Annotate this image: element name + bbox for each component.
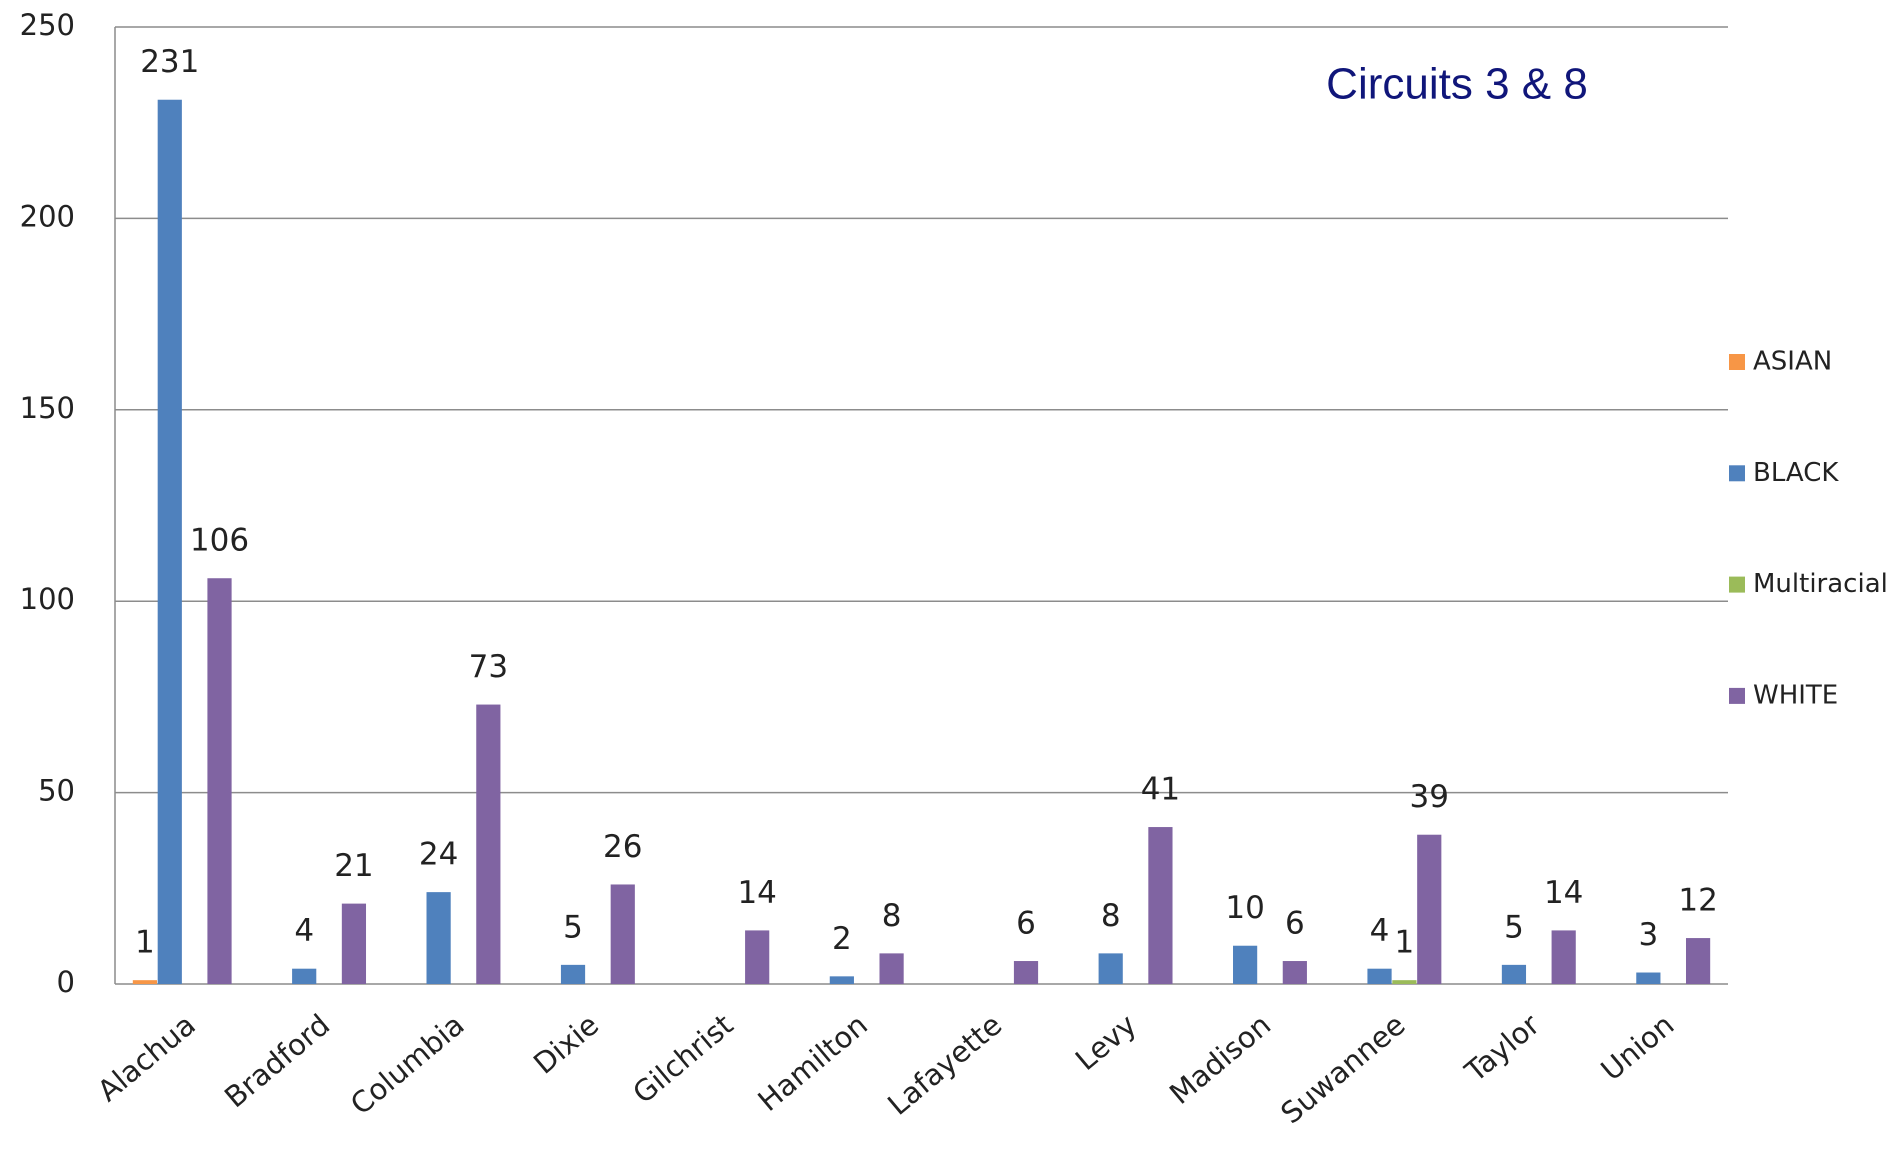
- bar: [426, 892, 451, 984]
- x-tick-label: Columbia: [344, 1007, 471, 1121]
- bar: [341, 903, 367, 984]
- x-tick-label: Union: [1594, 1007, 1680, 1087]
- bar: [879, 953, 904, 984]
- data-label: 73: [469, 649, 508, 685]
- legend-marker: [1729, 465, 1745, 482]
- bar: [1148, 827, 1173, 984]
- legend-label: WHITE: [1753, 680, 1838, 710]
- data-label: 24: [419, 837, 458, 873]
- y-tick-label: 100: [20, 582, 75, 616]
- x-tick-label: Suwannee: [1274, 1007, 1411, 1130]
- bar: [1685, 938, 1711, 984]
- data-label: 231: [140, 44, 199, 80]
- bar: [1392, 980, 1417, 984]
- x-tick-label: Gilchrist: [626, 1007, 739, 1110]
- bar: [1233, 945, 1258, 984]
- legend-marker: [1729, 354, 1745, 370]
- data-label: 1: [135, 925, 155, 961]
- bar: [157, 99, 182, 985]
- x-tick-label: Alachua: [91, 1007, 202, 1108]
- data-label: 5: [1504, 909, 1524, 945]
- x-tick-label: Bradford: [218, 1007, 336, 1114]
- x-tick-label: Madison: [1163, 1007, 1277, 1111]
- data-label: 4: [294, 913, 314, 949]
- legend-label: BLACK: [1753, 458, 1839, 488]
- legend-marker: [1729, 687, 1745, 704]
- legend-label: ASIAN: [1753, 347, 1832, 377]
- data-label: 4: [1370, 913, 1390, 949]
- data-label: 3: [1638, 917, 1658, 953]
- y-tick-label: 0: [57, 965, 75, 999]
- data-label: 106: [190, 523, 249, 559]
- bar: [610, 884, 635, 984]
- bar: [560, 964, 586, 984]
- bar: [1282, 961, 1307, 984]
- bar: [1551, 930, 1576, 984]
- legend-marker: [1729, 576, 1745, 593]
- x-tick-label: Levy: [1069, 1007, 1143, 1077]
- data-label: 14: [737, 875, 776, 911]
- bar: [1013, 961, 1039, 984]
- y-tick-label: 150: [20, 391, 75, 425]
- data-label: 14: [1544, 875, 1583, 911]
- data-label: 1: [1395, 925, 1415, 961]
- x-tick-label: Lafayette: [881, 1007, 1008, 1121]
- bar: [745, 930, 770, 984]
- bar: [132, 980, 158, 984]
- bar: [207, 578, 232, 984]
- y-tick-label: 50: [38, 774, 75, 808]
- bar: [1367, 968, 1392, 984]
- data-label: 41: [1141, 772, 1180, 808]
- bar: [476, 704, 501, 984]
- data-label: 26: [603, 829, 642, 865]
- bar: [829, 976, 854, 984]
- data-label: 39: [1410, 779, 1449, 815]
- data-label: 12: [1678, 883, 1717, 919]
- data-label: 10: [1225, 890, 1264, 926]
- data-label: 21: [334, 848, 373, 884]
- data-label: 8: [1101, 898, 1121, 934]
- data-label: 5: [563, 909, 583, 945]
- data-label: 6: [1285, 906, 1305, 942]
- bar: [1098, 953, 1123, 984]
- legend-label: Multiracial: [1753, 569, 1888, 599]
- bar: [1636, 972, 1661, 984]
- chart-title: Circuits 3 & 8: [1326, 60, 1588, 109]
- x-tick-label: Hamilton: [751, 1007, 874, 1118]
- bar: [292, 968, 317, 984]
- bar: [1417, 834, 1442, 984]
- data-label: 2: [832, 921, 852, 957]
- x-tick-label: Dixie: [527, 1007, 605, 1080]
- y-tick-label: 250: [20, 8, 75, 42]
- bar: [1501, 964, 1527, 984]
- x-tick-label: Taylor: [1458, 1007, 1546, 1089]
- data-label: 6: [1016, 906, 1036, 942]
- y-tick-label: 200: [20, 199, 75, 233]
- data-label: 8: [882, 898, 902, 934]
